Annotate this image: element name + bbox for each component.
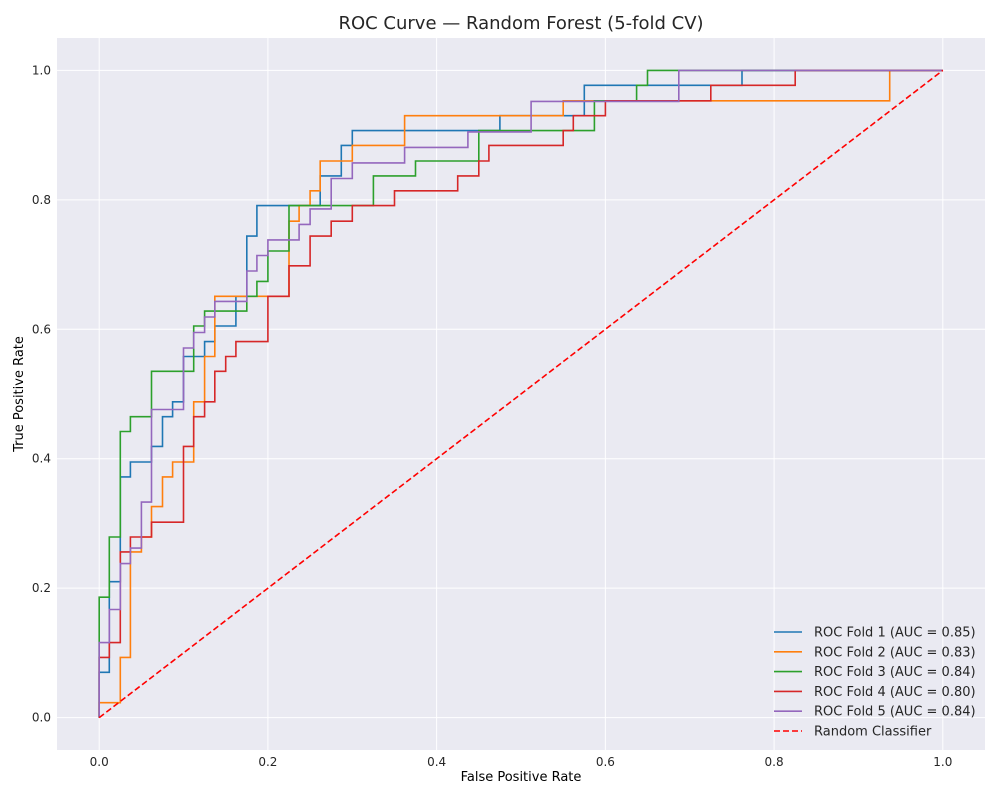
x-tick-label: 1.0 (933, 755, 952, 769)
y-axis-label: True Positive Rate (12, 336, 27, 453)
legend: ROC Fold 1 (AUC = 0.85) ROC Fold 2 (AUC =… (774, 626, 976, 740)
x-axis-label: False Positive Rate (461, 770, 582, 785)
legend-entry: ROC Fold 4 (AUC = 0.80) (814, 685, 976, 700)
y-tick-label: 1.0 (32, 63, 51, 77)
legend-entry: ROC Fold 1 (AUC = 0.85) (814, 626, 976, 641)
x-tick-label: 0.8 (765, 755, 784, 769)
series-layer (98, 69, 944, 719)
chart-title: ROC Curve — Random Forest (5-fold CV) (338, 13, 703, 34)
x-tick-label: 0.0 (90, 755, 109, 769)
ticks: 0.0 0.2 0.4 0.6 0.8 1.0 0.0 0.2 0.4 0.6 0.8 1.0 (32, 63, 952, 769)
y-tick-label: 0.8 (32, 193, 51, 207)
series-line-fold-5 (98, 69, 943, 718)
x-tick-label: 0.2 (258, 755, 277, 769)
legend-entry: ROC Fold 3 (AUC = 0.84) (814, 665, 976, 680)
series-line-fold-3 (98, 69, 943, 718)
y-tick-label: 0.2 (32, 581, 51, 595)
y-tick-label: 0.0 (32, 711, 51, 725)
legend-entry: ROC Fold 5 (AUC = 0.84) (814, 705, 976, 720)
y-tick-label: 0.6 (32, 322, 51, 336)
x-tick-label: 0.4 (427, 755, 446, 769)
y-tick-label: 0.4 (32, 452, 51, 466)
grid (57, 38, 985, 750)
series-line-fold-4 (98, 69, 943, 718)
x-tick-label: 0.6 (596, 755, 615, 769)
series-line-random-classifier (98, 69, 944, 719)
legend-entry: Random Classifier (814, 725, 932, 740)
series-line-fold-2 (98, 69, 943, 718)
legend-entry: ROC Fold 2 (AUC = 0.83) (814, 645, 976, 660)
